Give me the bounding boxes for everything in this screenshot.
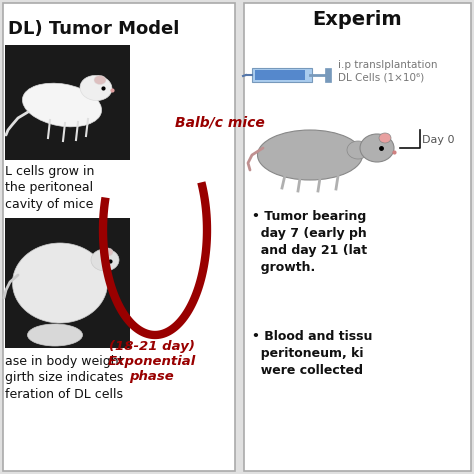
- Text: ase in body weight
girth size indicates
feration of DL cells: ase in body weight girth size indicates …: [5, 355, 124, 401]
- FancyBboxPatch shape: [252, 68, 312, 82]
- Ellipse shape: [12, 243, 108, 323]
- Ellipse shape: [94, 75, 106, 84]
- Text: • Tumor bearing
  day 7 (early ph
  and day 21 (lat
  growth.: • Tumor bearing day 7 (early ph and day …: [252, 210, 367, 274]
- Bar: [255, 70, 305, 80]
- Ellipse shape: [360, 134, 394, 162]
- Ellipse shape: [27, 324, 82, 346]
- Text: DL) Tumor Model: DL) Tumor Model: [8, 20, 179, 38]
- Bar: [3, 3, 235, 471]
- Text: (18-21 day)
Exponential
phase: (18-21 day) Exponential phase: [108, 340, 196, 383]
- Bar: [5, 218, 130, 348]
- Ellipse shape: [379, 133, 391, 143]
- Bar: [325, 68, 331, 82]
- Ellipse shape: [91, 249, 119, 271]
- Bar: [5, 45, 130, 160]
- Ellipse shape: [347, 141, 369, 159]
- Bar: [244, 3, 471, 471]
- Text: Balb/c mice: Balb/c mice: [175, 115, 265, 129]
- Ellipse shape: [257, 130, 363, 180]
- Text: i.p translplantation
DL Cells (1×10⁶): i.p translplantation DL Cells (1×10⁶): [338, 60, 438, 82]
- Text: • Blood and tissu
  peritoneum, ki
  were collected: • Blood and tissu peritoneum, ki were co…: [252, 330, 373, 377]
- Text: Experim: Experim: [312, 10, 402, 29]
- Ellipse shape: [22, 83, 101, 127]
- Text: Day 0: Day 0: [422, 135, 455, 145]
- Ellipse shape: [103, 248, 113, 256]
- Ellipse shape: [80, 75, 112, 100]
- Text: L cells grow in
the peritoneal
cavity of mice: L cells grow in the peritoneal cavity of…: [5, 165, 94, 211]
